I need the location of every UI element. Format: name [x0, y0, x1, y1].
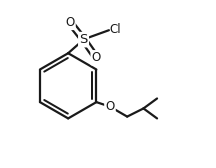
- Text: O: O: [65, 16, 75, 29]
- Text: O: O: [105, 100, 115, 113]
- Text: Cl: Cl: [110, 23, 121, 36]
- Text: O: O: [92, 51, 101, 64]
- Text: S: S: [79, 33, 88, 46]
